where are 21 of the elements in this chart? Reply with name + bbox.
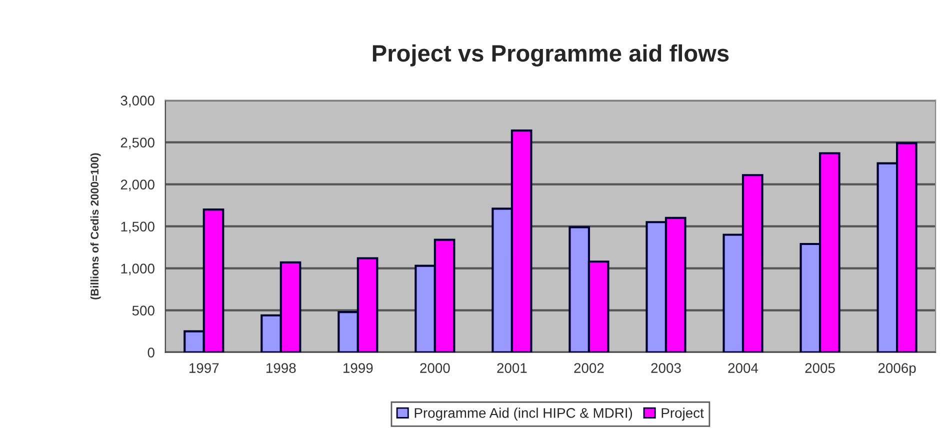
x-tick-label: 1997 <box>189 363 219 373</box>
x-tick-label: 2006p <box>878 363 916 376</box>
chart-title: Project vs Programme aid flows <box>372 44 729 66</box>
y-tick-label: 1,500 <box>121 222 154 234</box>
legend-label: Project <box>662 408 704 421</box>
y-tick-label: 3,000 <box>120 96 154 108</box>
x-tick-label: 1999 <box>344 363 373 373</box>
y-tick-label: 1,000 <box>121 264 154 276</box>
x-tick-label: 1998 <box>266 363 296 373</box>
y-tick-label: 500 <box>132 306 154 316</box>
x-tick-label: 2001 <box>497 363 527 373</box>
x-tick-label: 2004 <box>728 363 758 373</box>
x-tick-label: 2005 <box>805 363 835 373</box>
x-tick-label: 2003 <box>651 363 681 373</box>
y-axis-title: (Billions of Cedis 2000=100) <box>90 153 101 300</box>
x-tick-label: 2002 <box>574 363 604 373</box>
legend-label: Programme Aid (incl HIPC & MDRI) <box>414 408 632 421</box>
y-tick-label: 0 <box>148 348 154 358</box>
y-tick-label: 2,000 <box>120 180 154 192</box>
y-tick-label: 2,500 <box>120 138 154 150</box>
x-tick-label: 2000 <box>420 363 450 373</box>
